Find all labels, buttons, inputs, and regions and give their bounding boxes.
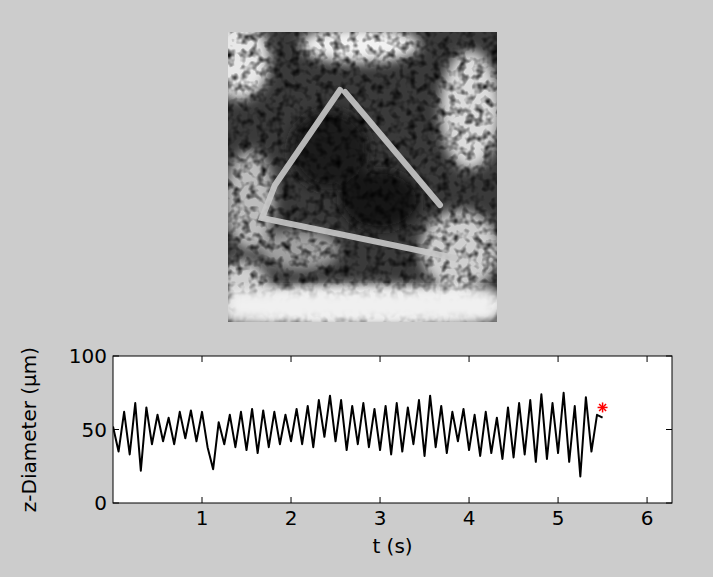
y-tick-label: 0 [94,491,107,515]
figure: 1 2 3 4 5 6 0 50 100 t (s) z-Diameter (μm) [0,0,713,577]
image-texture [228,32,497,322]
x-axis-title: t (s) [372,534,412,558]
x-tick-top [558,356,559,362]
data-line [113,393,603,477]
y-tick-label: 50 [82,418,107,442]
image-vessel [262,90,455,258]
x-tick-top [469,356,470,362]
x-tick [380,497,381,503]
x-tick [291,497,292,503]
x-tick-top [291,356,292,362]
x-tick-label: 6 [641,506,654,530]
x-tick-top [202,356,203,362]
x-tick-label: 5 [552,506,565,530]
y-axis-title: z-Diameter (μm) [17,347,41,512]
background [0,0,713,577]
highlight-marker [598,402,608,412]
y-tick-label: 100 [69,344,107,368]
image-band [228,290,497,322]
x-tick-top [647,356,648,362]
y-tick-right [666,429,672,430]
x-tick-label: 2 [285,506,298,530]
x-tick-label: 4 [463,506,476,530]
x-tick [647,497,648,503]
image-blobs [228,32,497,322]
x-tick [202,497,203,503]
x-tick-label: 1 [196,506,209,530]
asterisk-stroke [599,404,606,411]
x-tick-top [380,356,381,362]
asterisk-stroke [599,404,606,411]
x-tick-label: 3 [374,506,387,530]
image-blob [228,285,497,322]
plot-area [113,356,672,503]
image-ground [228,32,497,322]
micrograph [228,32,497,322]
plot-frame [113,356,672,503]
plot-marks [113,393,608,477]
x-tick [469,497,470,503]
x-tick [558,497,559,503]
